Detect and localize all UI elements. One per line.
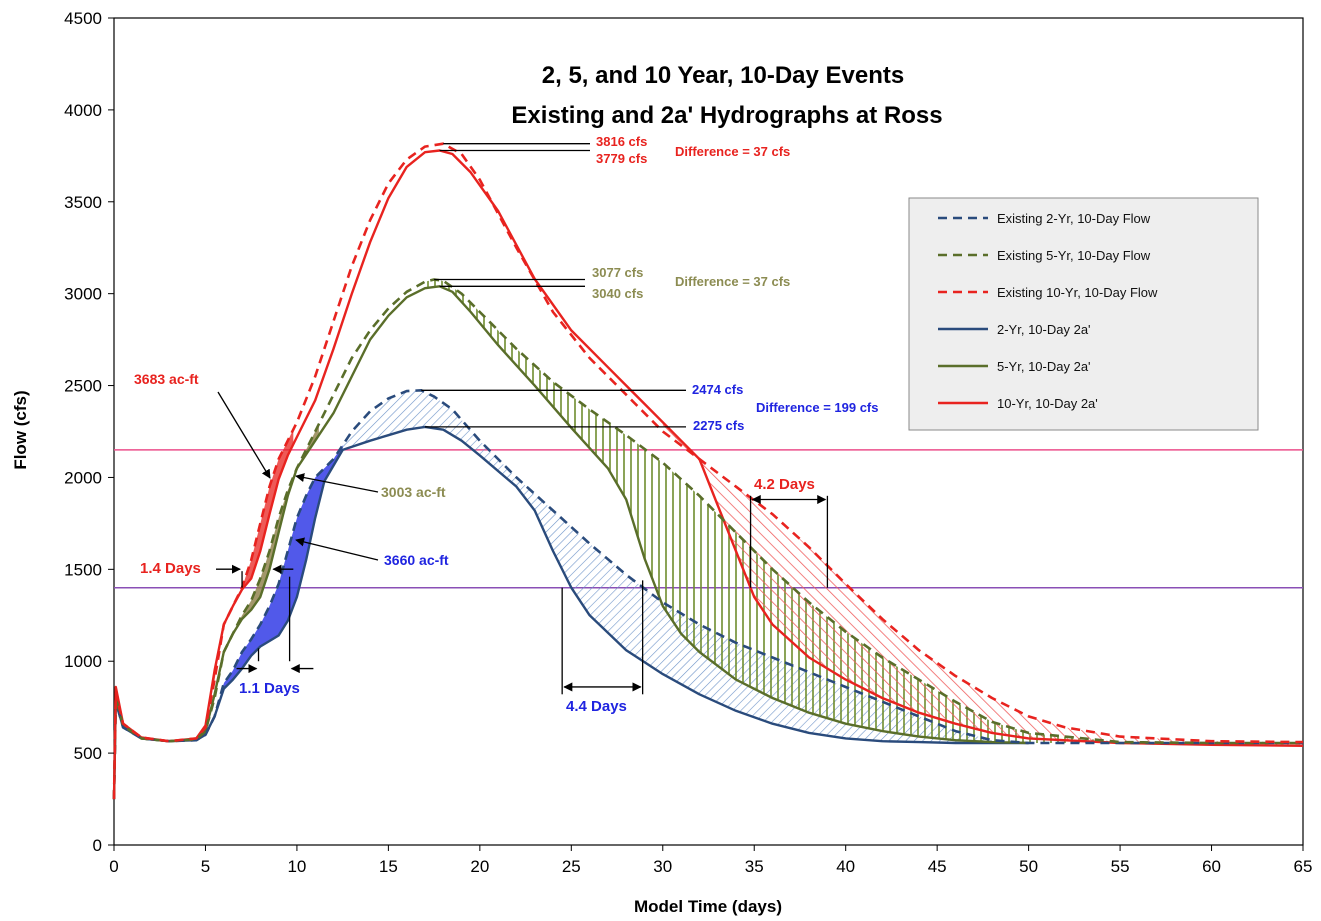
y-tick-label: 4000 — [64, 101, 102, 120]
y-tick-label: 3000 — [64, 285, 102, 304]
series-existing-10yr — [112, 142, 1304, 800]
legend-label: Existing 2-Yr, 10-Day Flow — [997, 211, 1151, 226]
legend-label: 10-Yr, 10-Day 2a' — [997, 396, 1098, 411]
x-tick-label: 40 — [836, 857, 855, 876]
arrow-volume-5yr — [295, 473, 379, 493]
legend-label: Existing 10-Yr, 10-Day Flow — [997, 285, 1158, 300]
y-tick-label: 500 — [74, 744, 102, 763]
delay-label-4-2-days: 4.2 Days — [754, 476, 815, 493]
x-tick-label: 5 — [201, 857, 210, 876]
storage-area-2yr — [210, 445, 343, 724]
difference-label-10yr: Difference = 37 cfs — [675, 144, 790, 159]
x-tick-label: 55 — [1111, 857, 1130, 876]
arrow-volume-10yr — [217, 391, 271, 479]
series-2a-10yr — [112, 149, 1304, 800]
peak-label-existing-10yr: 3816 cfs — [596, 134, 647, 149]
arrow-volume-2yr — [295, 537, 379, 561]
peak-label-2a-5yr: 3040 cfs — [592, 286, 643, 301]
x-tick-label: 25 — [562, 857, 581, 876]
chart-title-line-2: Existing and 2a' Hydrographs at Ross — [511, 102, 942, 129]
volume-label-10yr: 3683 ac-ft — [134, 371, 199, 387]
plot-frame — [113, 17, 1304, 846]
x-tick-label: 15 — [379, 857, 398, 876]
difference-label-2yr: Difference = 199 cfs — [756, 400, 878, 415]
x-tick-label: 60 — [1202, 857, 1221, 876]
delay-label-4-4-days: 4.4 Days — [566, 698, 627, 715]
y-tick-label: 0 — [93, 836, 102, 855]
y-tick-label: 1000 — [64, 652, 102, 671]
x-tick-label: 35 — [745, 857, 764, 876]
difference-area-2yr — [342, 390, 1303, 743]
volume-label-2yr: 3660 ac-ft — [384, 552, 449, 568]
annotation-lines — [216, 143, 829, 695]
x-tick-label: 50 — [1019, 857, 1038, 876]
x-tick-label: 45 — [928, 857, 947, 876]
x-tick-label: 0 — [109, 857, 118, 876]
legend-label: 5-Yr, 10-Day 2a' — [997, 359, 1091, 374]
series-existing-2yr — [112, 389, 1303, 800]
y-tick-label: 2500 — [64, 377, 102, 396]
x-tick-label: 20 — [470, 857, 489, 876]
axis-ticks: 0 5 10 15 20 25 30 35 40 45 50 55 60 65 0 500 1000 1500 20… — [64, 9, 1312, 876]
series-existing-5yr — [112, 278, 1303, 800]
delay-label-1-4-days: 1.4 Days — [140, 560, 201, 577]
legend-label: Existing 5-Yr, 10-Day Flow — [997, 248, 1151, 263]
x-tick-label: 10 — [287, 857, 306, 876]
y-tick-label: 1500 — [64, 560, 102, 579]
y-axis-title: Flow (cfs) — [11, 390, 30, 469]
y-tick-label: 3500 — [64, 193, 102, 212]
series-2a-2yr — [112, 425, 1029, 800]
series-layer — [112, 142, 1304, 800]
delay-label-1-1-days: 1.1 Days — [239, 680, 300, 697]
difference-label-5yr: Difference = 37 cfs — [675, 274, 790, 289]
peak-label-existing-5yr: 3077 cfs — [592, 265, 643, 280]
x-tick-label: 30 — [653, 857, 672, 876]
x-axis-title: Model Time (days) — [634, 897, 782, 916]
peak-label-2a-2yr: 2275 cfs — [693, 418, 744, 433]
peak-label-2a-10yr: 3779 cfs — [596, 151, 647, 166]
legend: Existing 2-Yr, 10-Day Flow Existing 5-Yr,… — [908, 197, 1259, 431]
volume-label-5yr: 3003 ac-ft — [381, 484, 446, 500]
plot-border — [113, 17, 1304, 846]
y-tick-label: 4500 — [64, 9, 102, 28]
storage-area-10yr — [210, 429, 294, 699]
legend-box — [908, 197, 1259, 431]
x-tick-label: 65 — [1294, 857, 1313, 876]
y-tick-label: 2000 — [64, 468, 102, 487]
legend-label: 2-Yr, 10-Day 2a' — [997, 322, 1091, 337]
chart-title-line-1: 2, 5, and 10 Year, 10-Day Events — [542, 62, 904, 89]
peak-label-existing-2yr: 2474 cfs — [692, 382, 743, 397]
